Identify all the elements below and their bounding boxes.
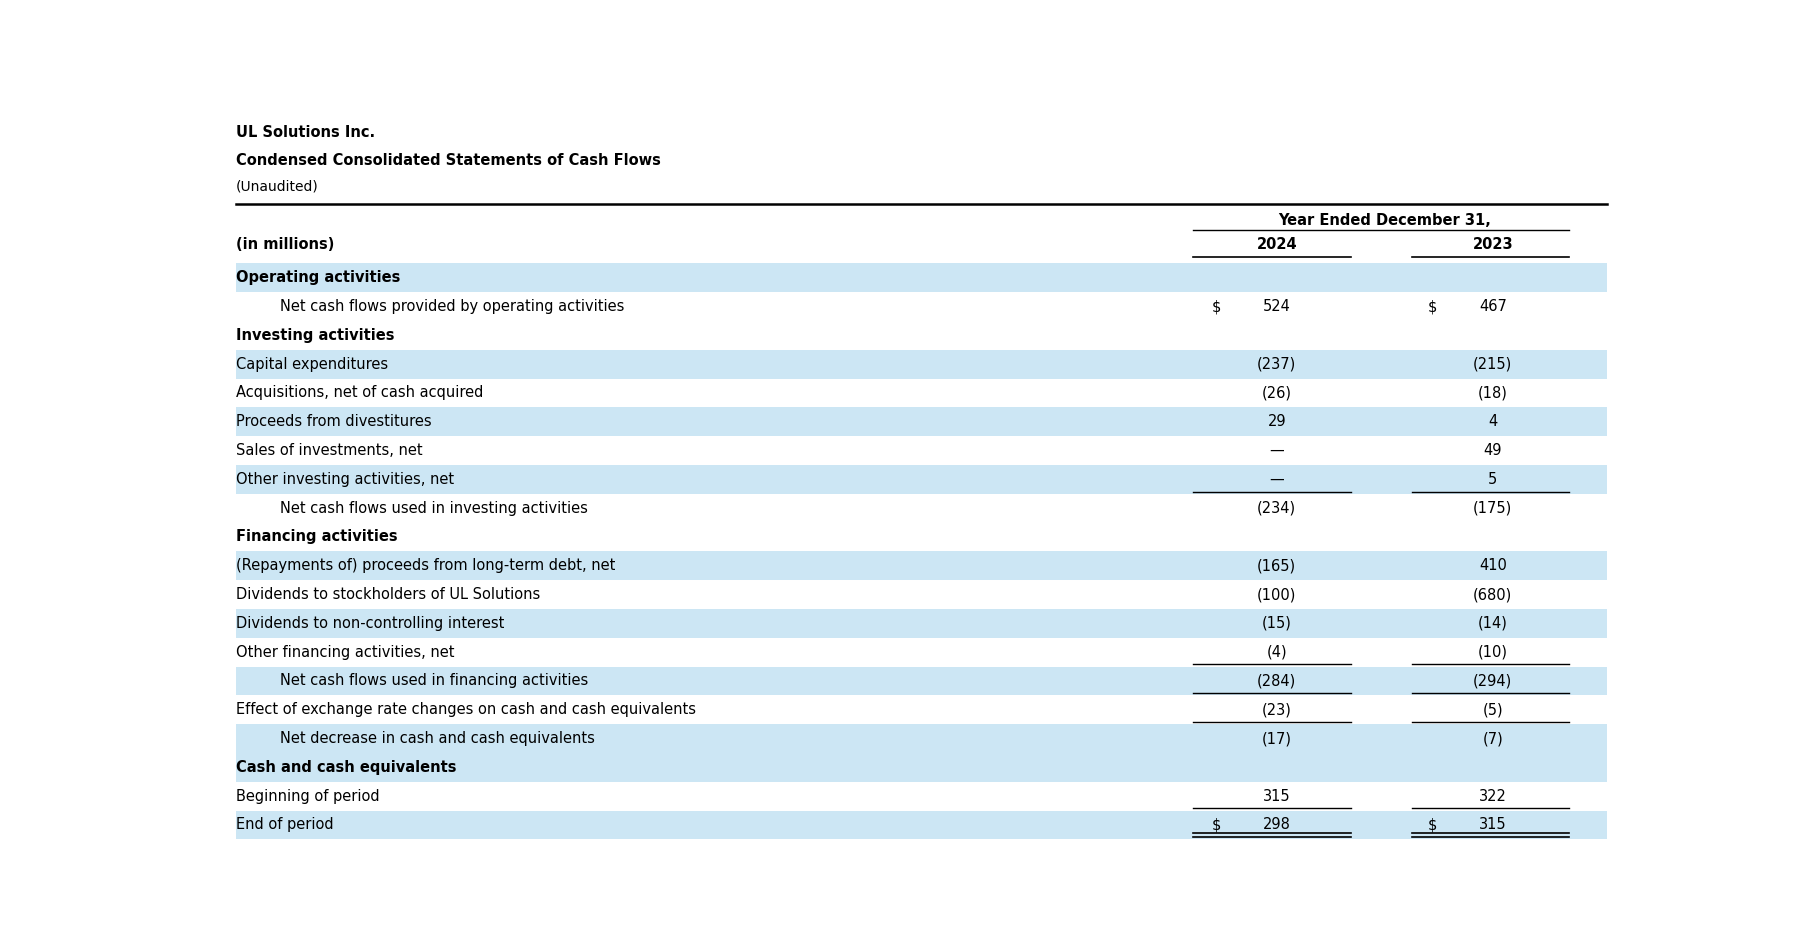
Text: Condensed Consolidated Statements of Cash Flows: Condensed Consolidated Statements of Cas… bbox=[236, 153, 662, 169]
Text: Year Ended December 31,: Year Ended December 31, bbox=[1278, 212, 1491, 228]
Bar bbox=[236, 609, 1607, 638]
Text: 315: 315 bbox=[1262, 788, 1291, 803]
Text: Dividends to stockholders of UL Solutions: Dividends to stockholders of UL Solution… bbox=[236, 587, 539, 602]
Text: Financing activities: Financing activities bbox=[236, 529, 397, 545]
Text: Acquisitions, net of cash acquired: Acquisitions, net of cash acquired bbox=[236, 386, 484, 401]
Text: Dividends to non-controlling interest: Dividends to non-controlling interest bbox=[236, 616, 503, 631]
Text: Net decrease in cash and cash equivalents: Net decrease in cash and cash equivalent… bbox=[280, 731, 595, 746]
Bar bbox=[236, 407, 1607, 436]
Bar bbox=[236, 264, 1607, 292]
Text: Cash and cash equivalents: Cash and cash equivalents bbox=[236, 760, 457, 775]
Text: $: $ bbox=[1212, 818, 1221, 832]
Text: Net cash flows used in investing activities: Net cash flows used in investing activit… bbox=[280, 501, 588, 516]
Text: Operating activities: Operating activities bbox=[236, 270, 401, 286]
Text: 49: 49 bbox=[1483, 443, 1501, 458]
Text: (7): (7) bbox=[1482, 731, 1503, 746]
Bar bbox=[236, 810, 1607, 840]
Text: Capital expenditures: Capital expenditures bbox=[236, 357, 388, 371]
Text: (17): (17) bbox=[1262, 731, 1291, 746]
Text: (165): (165) bbox=[1257, 558, 1296, 573]
Text: (215): (215) bbox=[1473, 357, 1512, 371]
Text: Other financing activities, net: Other financing activities, net bbox=[236, 645, 455, 660]
Text: End of period: End of period bbox=[236, 818, 333, 832]
Text: (237): (237) bbox=[1257, 357, 1296, 371]
Text: Sales of investments, net: Sales of investments, net bbox=[236, 443, 423, 458]
Text: (175): (175) bbox=[1473, 501, 1512, 516]
Text: (18): (18) bbox=[1478, 386, 1509, 401]
Text: $: $ bbox=[1428, 299, 1438, 314]
Text: Net cash flows used in financing activities: Net cash flows used in financing activit… bbox=[280, 673, 588, 688]
Text: 524: 524 bbox=[1262, 299, 1291, 314]
Text: 315: 315 bbox=[1480, 818, 1507, 832]
Text: 4: 4 bbox=[1489, 414, 1498, 429]
Text: 2024: 2024 bbox=[1257, 237, 1296, 251]
Bar bbox=[236, 724, 1607, 753]
Text: —: — bbox=[1269, 443, 1284, 458]
Bar bbox=[236, 465, 1607, 494]
Bar bbox=[236, 753, 1607, 782]
Text: (284): (284) bbox=[1257, 673, 1296, 688]
Text: 322: 322 bbox=[1478, 788, 1507, 803]
Text: UL Solutions Inc.: UL Solutions Inc. bbox=[236, 126, 376, 140]
Text: 410: 410 bbox=[1478, 558, 1507, 573]
Text: (294): (294) bbox=[1473, 673, 1512, 688]
Text: (15): (15) bbox=[1262, 616, 1291, 631]
Text: (in millions): (in millions) bbox=[236, 237, 334, 251]
Text: (5): (5) bbox=[1483, 703, 1503, 717]
Text: Proceeds from divestitures: Proceeds from divestitures bbox=[236, 414, 432, 429]
Text: Net cash flows provided by operating activities: Net cash flows provided by operating act… bbox=[280, 299, 626, 314]
Text: (Repayments of) proceeds from long-term debt, net: (Repayments of) proceeds from long-term … bbox=[236, 558, 615, 573]
Text: (4): (4) bbox=[1266, 645, 1287, 660]
Bar bbox=[236, 551, 1607, 580]
Text: 298: 298 bbox=[1262, 818, 1291, 832]
Text: 467: 467 bbox=[1478, 299, 1507, 314]
Text: (23): (23) bbox=[1262, 703, 1291, 717]
Text: (680): (680) bbox=[1473, 587, 1512, 602]
Text: Other investing activities, net: Other investing activities, net bbox=[236, 472, 455, 486]
Text: (234): (234) bbox=[1257, 501, 1296, 516]
Text: —: — bbox=[1269, 472, 1284, 486]
Text: Effect of exchange rate changes on cash and cash equivalents: Effect of exchange rate changes on cash … bbox=[236, 703, 696, 717]
Text: 2023: 2023 bbox=[1473, 237, 1514, 251]
Text: (Unaudited): (Unaudited) bbox=[236, 180, 318, 193]
Text: (26): (26) bbox=[1262, 386, 1291, 401]
Text: $: $ bbox=[1212, 299, 1221, 314]
Text: (14): (14) bbox=[1478, 616, 1509, 631]
Text: 5: 5 bbox=[1489, 472, 1498, 486]
Text: (100): (100) bbox=[1257, 587, 1296, 602]
Text: (10): (10) bbox=[1478, 645, 1509, 660]
Bar bbox=[236, 349, 1607, 379]
Text: Beginning of period: Beginning of period bbox=[236, 788, 379, 803]
Bar bbox=[236, 666, 1607, 695]
Text: 29: 29 bbox=[1268, 414, 1286, 429]
Text: $: $ bbox=[1428, 818, 1438, 832]
Text: Investing activities: Investing activities bbox=[236, 327, 394, 343]
